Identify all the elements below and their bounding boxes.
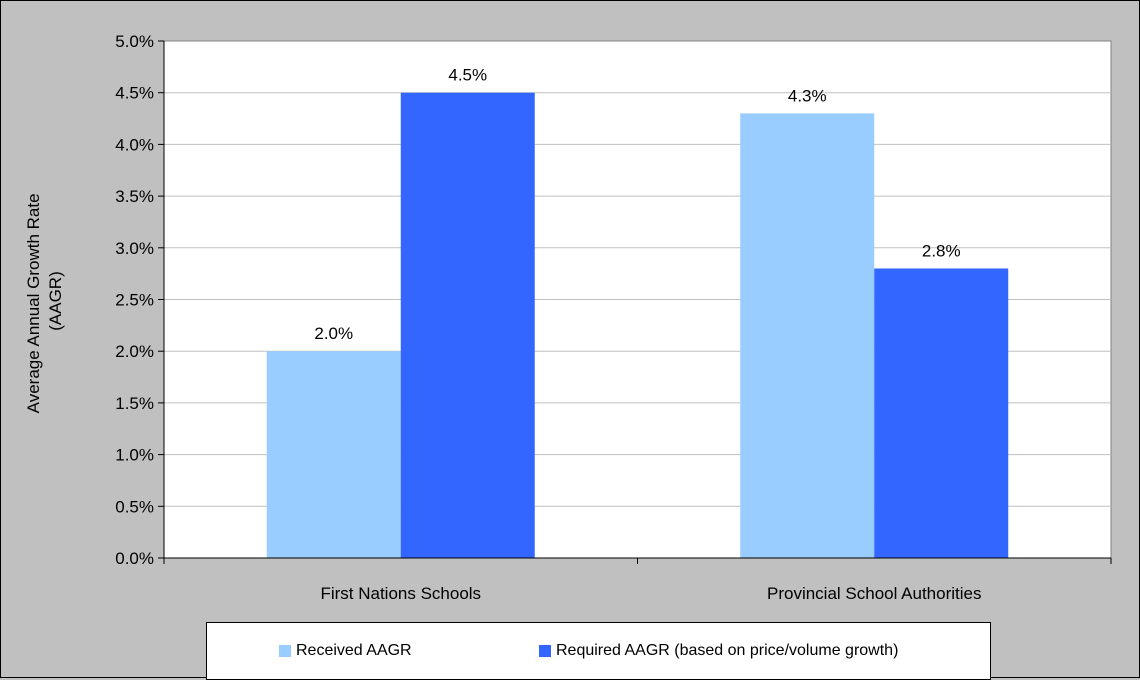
y-tick-label: 0.5%	[115, 497, 154, 516]
bar	[266, 351, 401, 558]
data-label: 2.0%	[314, 324, 353, 343]
bar	[400, 92, 535, 558]
y-tick-label: 2.5%	[115, 291, 154, 310]
x-category-label: First Nations Schools	[320, 584, 481, 603]
labels: 0.0% 0.5% 1.0% 1.5% 2.0% 2.5% 3.0% 3.5% 4.0% 4.5%…	[115, 32, 981, 603]
legend-label-required: Required AAGR (based on price/volume gro…	[556, 642, 899, 659]
y-tick-label: 1.0%	[115, 446, 154, 465]
y-tick-label: 5.0%	[115, 32, 154, 51]
axes	[158, 40, 1112, 564]
data-label: 2.8%	[922, 241, 961, 260]
bar	[874, 268, 1009, 558]
data-label: 4.5%	[448, 66, 487, 85]
y-tick-label: 3.0%	[115, 239, 154, 258]
y-tick-label: 2.0%	[115, 342, 154, 361]
legend-item-required: Required AAGR (based on price/volume gro…	[539, 642, 898, 660]
y-axis-title-line1: Average Annual Growth Rate	[24, 193, 43, 413]
legend-item-received: Received AAGR	[279, 642, 412, 660]
bar	[740, 113, 875, 558]
x-category-label: Provincial School Authorities	[767, 584, 982, 603]
y-axis-title-line2: (AAGR)	[46, 271, 65, 331]
y-tick-label: 0.0%	[115, 549, 154, 568]
y-axis-title: Average Annual Growth Rate (AAGR)	[24, 189, 65, 414]
y-tick-label: 1.5%	[115, 394, 154, 413]
legend-swatch-required	[539, 645, 551, 657]
y-tick-label: 4.0%	[115, 135, 154, 154]
y-tick-label: 3.5%	[115, 187, 154, 206]
bars	[266, 92, 1009, 558]
data-label: 4.3%	[788, 86, 827, 105]
legend: Received AAGR Required AAGR (based on pr…	[206, 622, 991, 680]
y-tick-label: 4.5%	[115, 84, 154, 103]
legend-label-received: Received AAGR	[296, 642, 412, 659]
legend-swatch-received	[279, 645, 291, 657]
